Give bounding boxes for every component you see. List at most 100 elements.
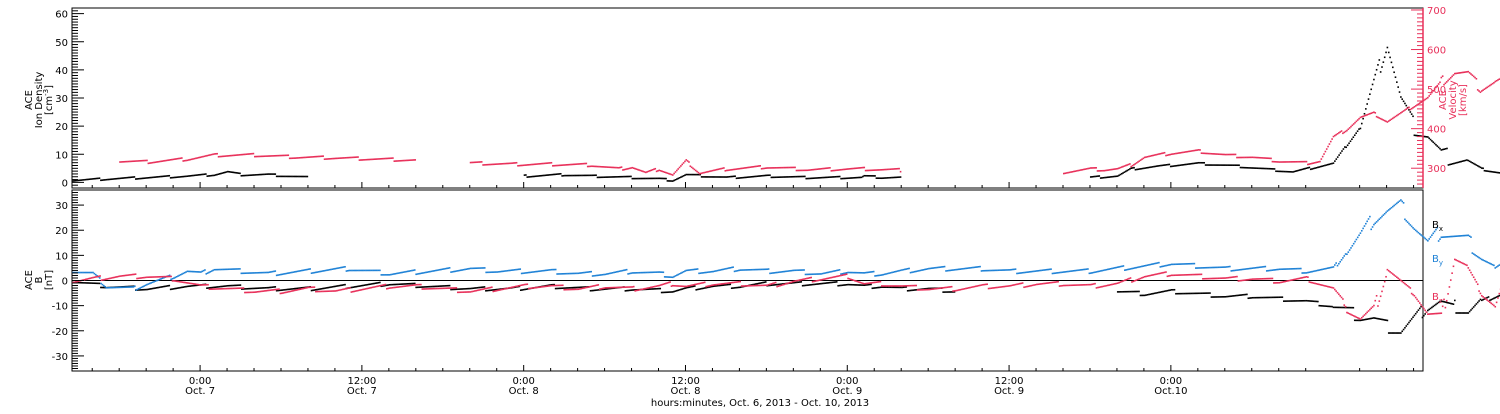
ion-density-point bbox=[1100, 177, 1102, 179]
by-point bbox=[835, 270, 837, 272]
by-point bbox=[823, 273, 825, 275]
by-point bbox=[700, 272, 702, 274]
ion-density-point bbox=[729, 176, 731, 178]
bx-point bbox=[475, 287, 477, 289]
by-point bbox=[697, 268, 699, 270]
ion-density-point bbox=[599, 177, 601, 179]
ion-density-point bbox=[87, 179, 89, 181]
bx-point bbox=[832, 282, 834, 284]
velocity-point bbox=[794, 167, 796, 169]
bx-point bbox=[666, 291, 668, 293]
ion-density-point bbox=[1227, 164, 1229, 166]
bx-point bbox=[810, 284, 812, 286]
by-point bbox=[957, 269, 959, 271]
by-point bbox=[1253, 267, 1255, 269]
ion-density-point bbox=[769, 174, 771, 176]
by-point bbox=[1239, 269, 1241, 271]
ion-density-point bbox=[283, 176, 285, 178]
velocity-point bbox=[278, 155, 280, 157]
ion-density-point bbox=[1328, 164, 1330, 166]
ion-density-point bbox=[127, 177, 129, 179]
by-point bbox=[805, 274, 807, 276]
ion-density-point bbox=[653, 178, 655, 180]
by-point bbox=[759, 269, 761, 271]
by-point bbox=[243, 272, 245, 274]
velocity-point bbox=[1188, 151, 1190, 153]
by-point bbox=[1026, 271, 1028, 273]
by-point bbox=[114, 287, 116, 289]
by-point bbox=[1229, 266, 1231, 268]
velocity-point bbox=[791, 167, 793, 169]
bx-point bbox=[813, 284, 815, 286]
velocity-point bbox=[159, 161, 161, 163]
by-point bbox=[225, 269, 227, 271]
by-point bbox=[735, 270, 737, 272]
ion-density-point bbox=[1405, 105, 1407, 107]
by-point bbox=[1219, 266, 1221, 268]
by-point bbox=[1335, 262, 1337, 264]
bx-point bbox=[103, 287, 105, 289]
ion-density-point bbox=[1164, 164, 1166, 166]
velocity-point bbox=[836, 169, 838, 171]
by-point bbox=[1069, 271, 1071, 273]
velocity-point bbox=[402, 160, 404, 162]
ion-density-point bbox=[1334, 160, 1336, 162]
by-point bbox=[1370, 229, 1372, 231]
by-point bbox=[1199, 267, 1201, 269]
ion-density-point bbox=[273, 173, 275, 175]
by-point bbox=[793, 270, 795, 272]
ion-density-point bbox=[300, 176, 302, 178]
ion-density-point bbox=[759, 175, 761, 177]
bx-point bbox=[1387, 320, 1389, 322]
bx-point bbox=[655, 288, 657, 290]
ion-density-point bbox=[543, 175, 545, 177]
bx-point bbox=[817, 283, 819, 285]
by-point bbox=[623, 270, 625, 272]
velocity-point bbox=[121, 161, 123, 163]
bx-point bbox=[1408, 322, 1410, 324]
bx-point bbox=[755, 283, 757, 285]
bx-point bbox=[1284, 300, 1286, 302]
bx-point bbox=[146, 289, 148, 291]
bx-point bbox=[833, 281, 835, 283]
ion-density-point bbox=[762, 175, 764, 177]
bx-point bbox=[558, 288, 560, 290]
by-point bbox=[333, 268, 335, 270]
bx-point bbox=[700, 288, 702, 290]
bx-point bbox=[187, 286, 189, 288]
by-point bbox=[596, 275, 598, 277]
velocity-point bbox=[143, 160, 145, 162]
by-point bbox=[1215, 267, 1217, 269]
bx-point bbox=[951, 291, 953, 293]
bx-point bbox=[334, 286, 336, 288]
by-point bbox=[707, 271, 709, 273]
by-point bbox=[332, 268, 334, 270]
by-point bbox=[1228, 266, 1230, 268]
ion-density-point bbox=[120, 178, 122, 180]
by-point bbox=[263, 272, 265, 274]
bx-point bbox=[418, 286, 420, 288]
ion-density-point bbox=[134, 176, 136, 178]
velocity-point bbox=[282, 155, 284, 157]
ion-density-point bbox=[1093, 176, 1095, 178]
velocity-point bbox=[548, 162, 550, 164]
ion-density-point bbox=[277, 176, 279, 178]
bx-point bbox=[362, 285, 364, 287]
ion-density-point bbox=[288, 176, 290, 178]
bx-point bbox=[756, 283, 758, 285]
ion-density-point bbox=[540, 175, 542, 177]
velocity-point bbox=[289, 158, 291, 160]
bx-point bbox=[576, 287, 578, 289]
velocity-point bbox=[380, 158, 382, 160]
bx-point bbox=[759, 282, 761, 284]
ion-density-point bbox=[121, 177, 123, 179]
by-point bbox=[1152, 263, 1154, 265]
bx-point bbox=[1314, 301, 1316, 303]
bx-point bbox=[1248, 297, 1250, 299]
bx-point bbox=[1223, 296, 1225, 298]
by-point bbox=[294, 271, 296, 273]
bx-point bbox=[171, 288, 173, 290]
bx-point bbox=[597, 289, 599, 291]
velocity-point bbox=[1233, 154, 1235, 156]
bx-point bbox=[337, 285, 339, 287]
